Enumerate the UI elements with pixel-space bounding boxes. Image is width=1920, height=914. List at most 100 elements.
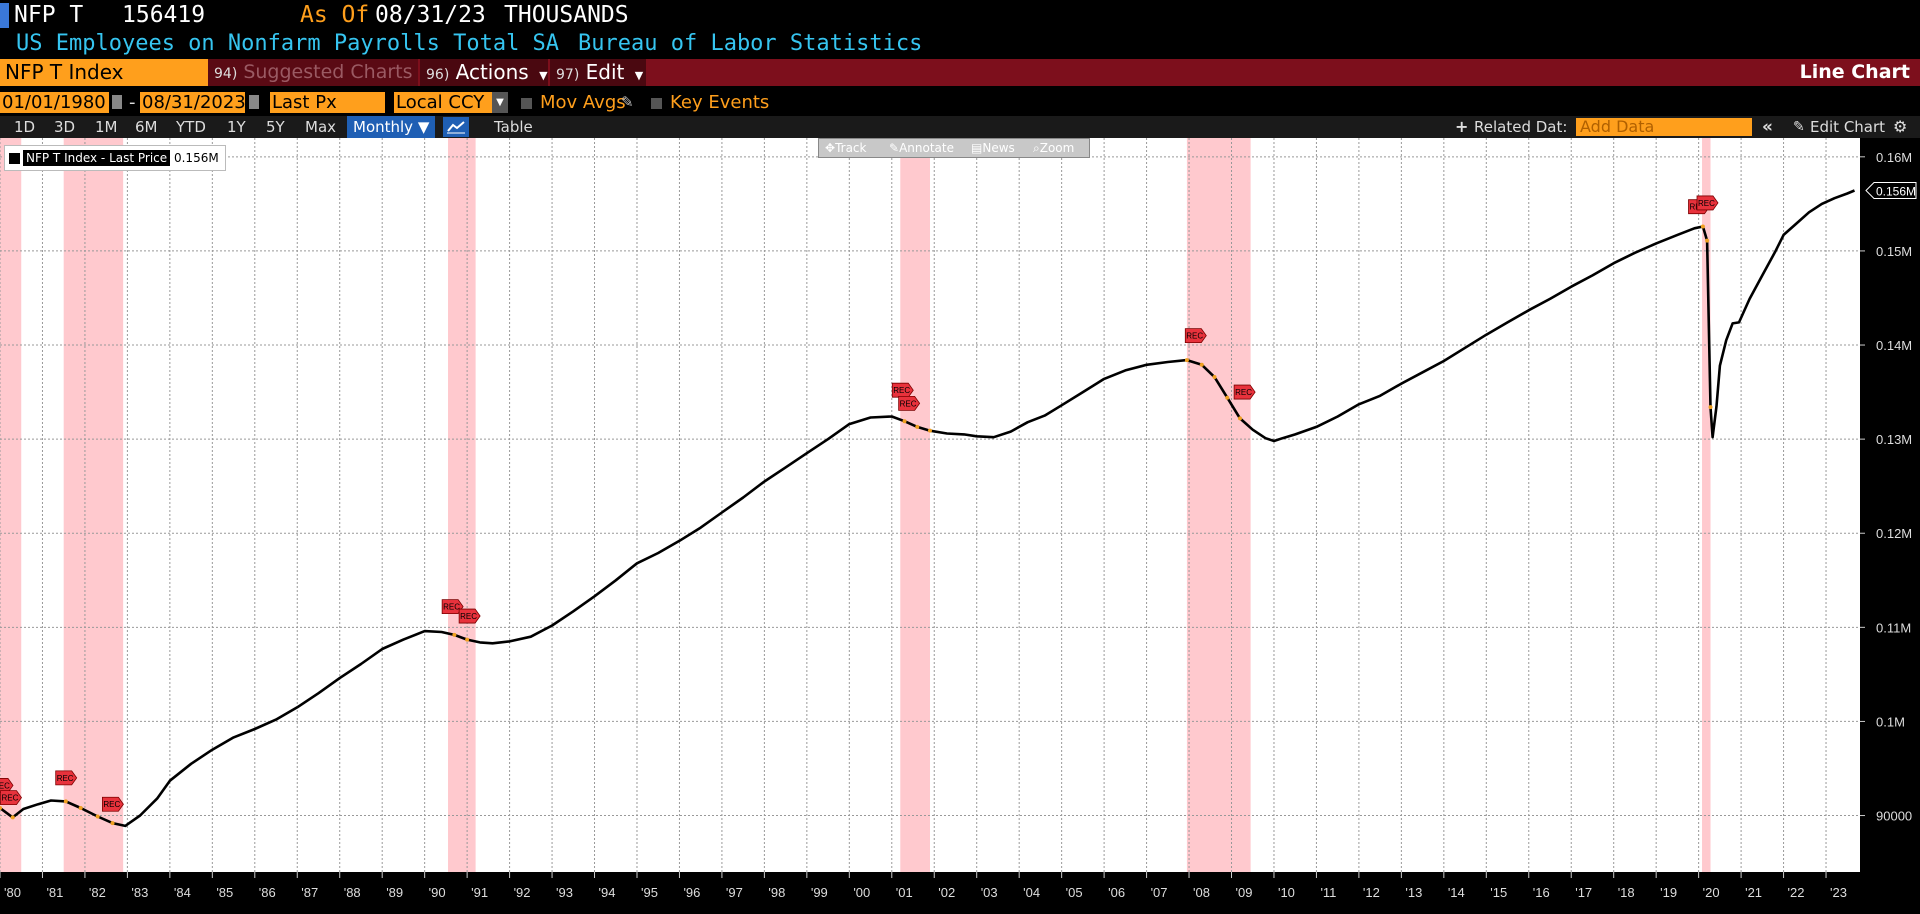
x-tick-label: '96 (683, 885, 700, 900)
period-tab-1d[interactable]: 1D (14, 118, 36, 136)
field-selector[interactable]: Last Px (270, 92, 385, 113)
recession-band (900, 138, 930, 872)
event-marker: REC (55, 770, 78, 786)
suggested-charts-button[interactable]: 94) Suggested Charts (208, 59, 418, 86)
data-point (915, 424, 920, 429)
end-date-field[interactable]: 08/31/2023 (140, 92, 246, 113)
x-tick-label: '13 (1405, 885, 1422, 900)
edit-chart-button[interactable]: Edit Chart (1810, 118, 1886, 136)
mov-avgs-checkbox[interactable] (521, 98, 532, 109)
x-tick-label: '17 (1575, 885, 1592, 900)
x-tick-label: '07 (1151, 885, 1168, 900)
x-tick-label: '99 (811, 885, 828, 900)
event-marker-shape (0, 790, 22, 806)
data-point (1199, 362, 1204, 367)
chevron-down-icon: ▼ (634, 69, 644, 82)
calendar-icon[interactable] (248, 94, 260, 110)
table-view-button[interactable]: Table (494, 118, 533, 136)
x-tick-label: '01 (896, 885, 913, 900)
last-value-tag-label: 0.156M (1876, 185, 1916, 199)
edit-menu-button[interactable]: 97) Edit ▼ (550, 59, 646, 86)
data-point (63, 799, 68, 804)
data-point (902, 419, 907, 424)
related-data-label[interactable]: Related Dat: (1474, 118, 1568, 136)
x-tick-label: '03 (981, 885, 998, 900)
line-chart[interactable]: '80 '81 '82 '83 '84 '85 '86 '87 '88 '89 '90 '91 '92 '… (0, 138, 1920, 914)
event-marker: REC (458, 608, 481, 624)
data-point (1225, 395, 1230, 400)
legend-series-name: NFP T Index - Last Price (23, 150, 171, 166)
security-description: US Employees on Nonfarm Payrolls Total S… (0, 30, 1920, 58)
chart-parameters: 01/01/1980 - 08/31/2023 Last Px Local CC… (0, 90, 1920, 115)
period-tab-6m[interactable]: 6M (135, 118, 158, 136)
grid-lines (0, 138, 1860, 872)
x-tick-label: '22 (1788, 885, 1805, 900)
event-marker-shape (1184, 328, 1207, 344)
x-tick-label: '15 (1490, 885, 1507, 900)
annotate-tool[interactable]: ✎ Annotate (889, 141, 954, 155)
header-accent-bar (0, 3, 9, 28)
chart-legend[interactable]: NFP T Index - Last Price 0.156M (4, 145, 226, 171)
track-tool[interactable]: ✥ Track (825, 141, 867, 155)
double-chevron-left-icon[interactable]: « (1762, 117, 1773, 137)
add-data-input[interactable]: Add Data (1576, 118, 1752, 136)
security-header: NFP T 156419 As Of 08/31/23 THOUSANDS (0, 0, 1920, 30)
period-tab-max[interactable]: Max (305, 118, 337, 136)
x-tick-label: '95 (641, 885, 658, 900)
recession-band (63, 138, 124, 872)
period-tab-1m[interactable]: 1M (95, 118, 118, 136)
x-tick-label: '08 (1193, 885, 1210, 900)
x-tick-label: '84 (174, 885, 191, 900)
data-point (1238, 416, 1242, 421)
series-line (0, 189, 1856, 828)
pencil-icon[interactable]: ✎ (1793, 119, 1805, 135)
date-separator: - (129, 92, 136, 113)
y-axis: 90000 0.1M 0.11M 0.12M 0.13M 0.14M 0.15M 0.16M 0… (1860, 150, 1917, 824)
last-value-tag (1865, 182, 1917, 200)
legend-swatch (9, 153, 20, 164)
period-tab-3d[interactable]: 3D (54, 118, 76, 136)
event-marker: REC (1184, 328, 1207, 344)
zoom-tool[interactable]: ⌕ Zoom (1033, 141, 1075, 155)
gear-icon[interactable]: ⚙ (1893, 117, 1908, 136)
currency-selector[interactable]: Local CCY (394, 92, 492, 113)
data-point (1708, 405, 1713, 410)
data-point (452, 632, 457, 637)
x-tick-label: '90 (429, 885, 446, 900)
x-tick-label: '09 (1236, 885, 1253, 900)
event-marker-shape (1233, 384, 1256, 400)
event-marker: REC (898, 395, 921, 411)
zoom-label: Zoom (1039, 141, 1075, 155)
as-of-date: 08/31/23 (375, 2, 486, 28)
x-tick-label: '19 (1660, 885, 1677, 900)
plus-icon[interactable]: + (1455, 117, 1469, 136)
frequency-selector[interactable]: Monthly ▼ (347, 116, 436, 138)
news-tool[interactable]: ▤ News (971, 141, 1015, 155)
chart-area[interactable]: '80 '81 '82 '83 '84 '85 '86 '87 '88 '89 '90 '91 '92 '… (0, 138, 1920, 914)
pencil-icon[interactable]: ✎ (621, 93, 634, 111)
event-marker-label: REC (103, 800, 120, 809)
event-markers: RECRECRECRECRECRECRECRECRECRECRECREC (0, 195, 1719, 812)
data-point (78, 806, 83, 811)
y-tick-label: 90000 (1876, 809, 1912, 824)
period-tab-5y[interactable]: 5Y (266, 118, 285, 136)
event-marker-shape (891, 382, 914, 398)
y-tick-label: 0.1M (1876, 714, 1905, 729)
line-chart-icon[interactable] (443, 117, 469, 137)
chart-tool-strip: ✥ Track ✎ Annotate ▤ News ⌕ Zoom (818, 138, 1090, 158)
chevron-down-icon[interactable]: ▼ (492, 92, 508, 113)
x-tick-label: '86 (259, 885, 276, 900)
start-date-field[interactable]: 01/01/1980 (0, 92, 109, 113)
period-tab-1y[interactable]: 1Y (227, 118, 246, 136)
data-point (465, 637, 470, 642)
ticker-index-field[interactable]: NFP T Index (0, 59, 208, 86)
x-axis: '80 '81 '82 '83 '84 '85 '86 '87 '88 '89 '90 '91 '92 '… (0, 872, 1920, 914)
edit-number: 97) (556, 67, 580, 83)
event-marker: REC (0, 790, 22, 806)
x-tick-label: '23 (1830, 885, 1847, 900)
period-tab-ytd[interactable]: YTD (176, 118, 206, 136)
calendar-icon[interactable] (111, 94, 123, 110)
key-events-checkbox[interactable] (651, 98, 662, 109)
actions-menu-button[interactable]: 96) Actions ▼ (420, 59, 548, 86)
y-tick-label: 0.14M (1876, 338, 1912, 353)
